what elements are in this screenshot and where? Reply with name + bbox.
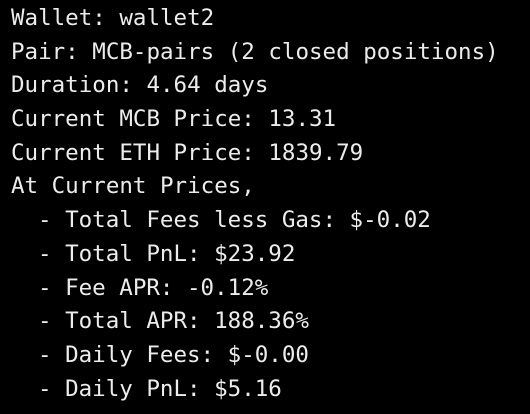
wallet-line: Wallet: wallet2 [11, 5, 215, 31]
daily-pnl-line: - Daily PnL: $5.16 [38, 375, 282, 402]
daily-fees-line: - Daily Fees: $-0.00 [38, 341, 309, 368]
total-pnl-line: - Total PnL: $23.92 [38, 240, 296, 267]
duration-line: Duration: 4.64 days [11, 72, 269, 99]
eth-price-line: Current ETH Price: 1839.79 [11, 139, 364, 166]
mcb-price-line: Current MCB Price: 13.31 [11, 106, 337, 133]
total-fees-less-gas-line: - Total Fees less Gas: $-0.02 [38, 207, 431, 234]
total-apr-line: - Total APR: 188.36% [38, 308, 309, 335]
fee-apr-line: - Fee APR: -0.12% [38, 274, 269, 301]
pair-line: Pair: MCB-pairs (2 closed positions) [11, 38, 499, 65]
current-prices-heading: At Current Prices, [11, 173, 255, 200]
